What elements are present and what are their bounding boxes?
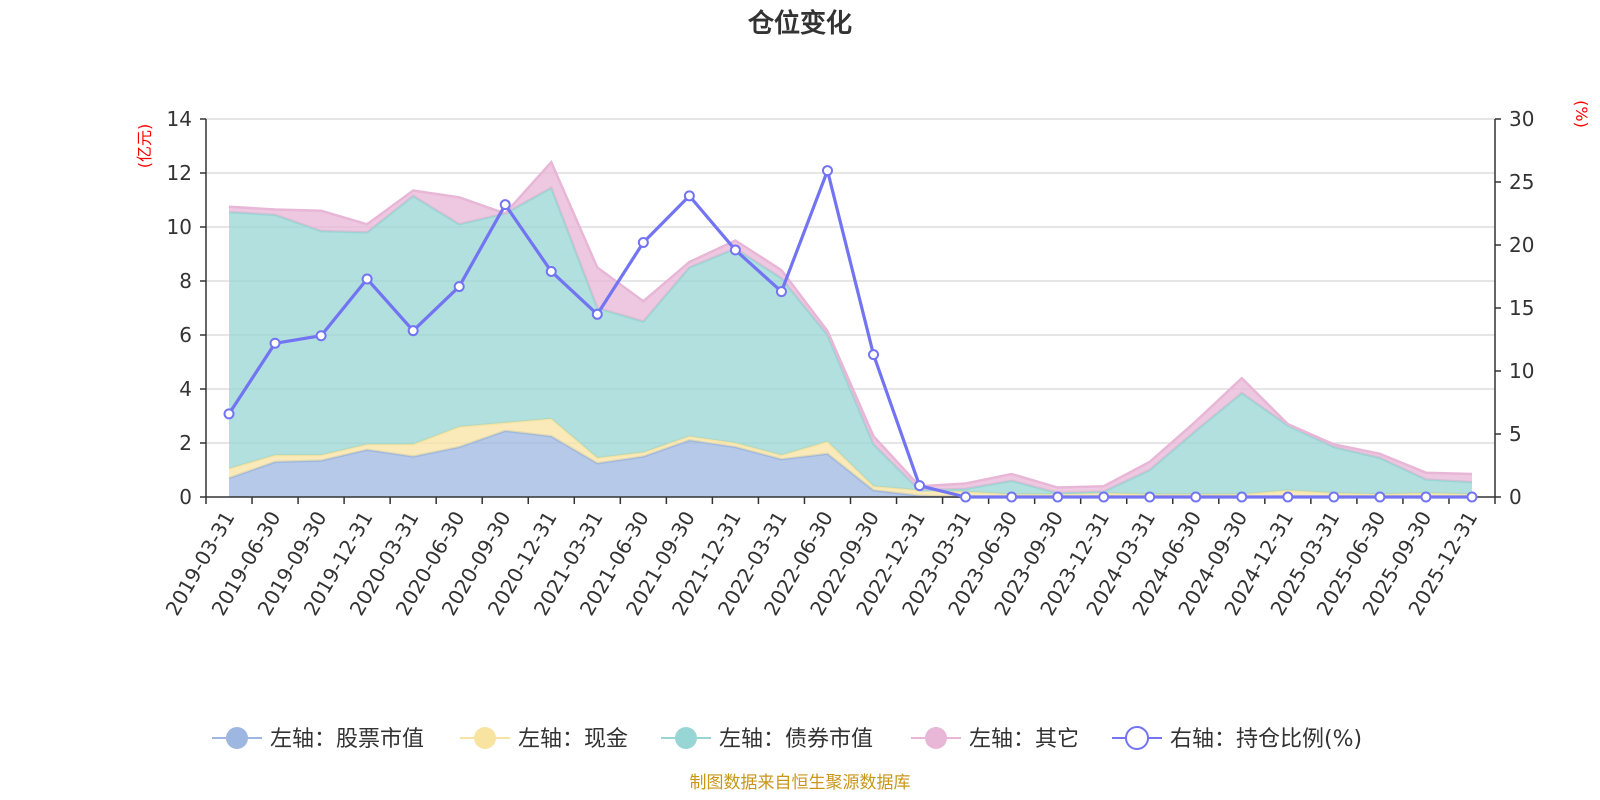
ratio-point <box>1006 491 1018 503</box>
legend-swatch <box>925 727 947 749</box>
ratio-point <box>1466 491 1478 503</box>
legend-swatch <box>226 727 248 749</box>
ratio-point <box>729 244 741 256</box>
ratio-point <box>223 408 235 420</box>
left-tick-label: 0 <box>179 485 192 509</box>
ratio-point <box>1282 491 1294 503</box>
ratio-point <box>1420 491 1432 503</box>
right-tick-label: 15 <box>1509 296 1534 320</box>
ratio-point <box>683 190 695 202</box>
right-axis-unit: (%) <box>1572 100 1591 128</box>
ratio-point <box>821 165 833 177</box>
ratio-point <box>1144 491 1156 503</box>
legend-label: 右轴：持仓比例(%) <box>1170 727 1362 752</box>
source-note: 制图数据来自恒生聚源数据库 <box>690 773 911 793</box>
ratio-point <box>361 273 373 285</box>
ratio-point <box>1052 491 1064 503</box>
left-tick-label: 2 <box>179 431 192 455</box>
left-tick-label: 8 <box>179 269 192 293</box>
ratio-point <box>499 199 511 211</box>
ratio-point <box>1236 491 1248 503</box>
ratio-point <box>407 325 419 337</box>
legend-swatch <box>675 727 697 749</box>
legend-label: 左轴：其它 <box>969 727 1079 752</box>
right-tick-label: 10 <box>1509 359 1534 383</box>
legend-swatch <box>474 727 496 749</box>
ratio-point <box>1098 491 1110 503</box>
ratio-point <box>775 286 787 298</box>
left-tick-label: 12 <box>167 161 192 185</box>
ratio-point <box>591 308 603 320</box>
ratio-point <box>1190 491 1202 503</box>
ratio-point <box>1328 491 1340 503</box>
ratio-point <box>315 330 327 342</box>
left-tick-label: 4 <box>179 377 192 401</box>
left-tick-label: 10 <box>167 215 192 239</box>
legend: 左轴：股票市值 左轴：现金 左轴：债券市值 左轴：其它 右轴：持仓比例(%) <box>212 726 1362 752</box>
right-tick-label: 20 <box>1509 233 1534 257</box>
left-axis-unit: (亿元) <box>135 124 154 169</box>
area-series-0 <box>229 430 1472 497</box>
right-tick-label: 25 <box>1509 170 1534 194</box>
ratio-point <box>868 349 880 361</box>
ratio-line-series <box>223 165 1478 503</box>
area-series-edge-3 <box>228 159 1473 489</box>
ratio-point <box>637 236 649 248</box>
ratio-point <box>914 480 926 492</box>
legend-label: 左轴：现金 <box>518 727 628 752</box>
ratio-point <box>1374 491 1386 503</box>
chart-title: 仓位变化 <box>747 8 852 39</box>
legend-label: 左轴：债券市值 <box>719 727 873 752</box>
left-tick-label: 14 <box>167 107 192 131</box>
right-tick-label: 0 <box>1509 485 1522 509</box>
right-tick-label: 30 <box>1509 107 1534 131</box>
legend-label: 左轴：股票市值 <box>270 727 424 752</box>
area-series-2 <box>229 187 1472 495</box>
ratio-point <box>545 265 557 277</box>
ratio-point <box>269 337 281 349</box>
right-tick-label: 5 <box>1509 422 1522 446</box>
legend-swatch <box>1125 726 1149 750</box>
ratio-line <box>227 169 1472 499</box>
ratio-point <box>453 281 465 293</box>
ratio-point <box>960 491 972 503</box>
left-tick-label: 6 <box>179 323 192 347</box>
